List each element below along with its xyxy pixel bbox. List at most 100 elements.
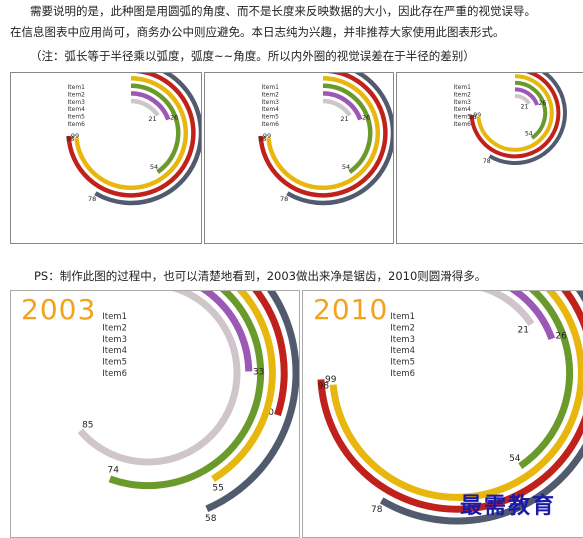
legend-item3: Item3: [454, 99, 472, 106]
data-label-item3: 98: [258, 135, 266, 143]
legend-item6: Item6: [390, 369, 415, 379]
data-label-item6: 21: [148, 115, 156, 123]
arc-item2: [258, 73, 388, 198]
legend-item5: Item5: [390, 358, 415, 368]
data-label-item1: 78: [483, 158, 491, 165]
legend-item4: Item4: [390, 346, 415, 356]
intro-line-2: 在信息图表中应用尚可，商务办公中则应避免。本日志纯为兴趣，并非推荐大家使用此图表…: [10, 25, 505, 39]
data-label-item4: 54: [342, 163, 350, 171]
arc-item4: [108, 291, 265, 490]
arc-item2: [469, 73, 561, 159]
arc-item3: [74, 75, 189, 190]
arc-item1: [94, 73, 201, 206]
data-label-item6: 85: [82, 420, 93, 430]
data-label-item1: 78: [280, 195, 288, 203]
data-label-item5: 26: [539, 100, 547, 107]
data-label-item1: 78: [371, 505, 383, 515]
legend-item6: Item6: [454, 121, 472, 128]
arc-item1: [286, 73, 393, 206]
legend-item5: Item5: [262, 114, 280, 121]
chart-panel-2003: 58 Item1 40 Item2 55 Item3 74 Item4 33 Item5 85 Ite…: [10, 290, 300, 538]
legend-item4: Item4: [102, 346, 127, 356]
data-label-item6: 21: [517, 326, 528, 336]
legend-item3: Item3: [102, 335, 127, 345]
year-title-2003: 2003: [21, 293, 97, 326]
arc-item3: [211, 291, 276, 483]
legend-item6: Item6: [68, 121, 86, 128]
legend-item1: Item1: [102, 312, 127, 322]
arc-item3: [266, 75, 381, 190]
radial-chart-svg: 78 Item1 99 Item2 98 Item3 54 Item4 26 Item5 21 Ite…: [454, 73, 567, 165]
legend-item2: Item2: [102, 323, 127, 333]
arc-item3: [476, 74, 554, 152]
arc-item3: [329, 291, 583, 501]
legend-item1: Item1: [390, 312, 415, 322]
data-label-item5: 33: [253, 367, 264, 377]
data-label-item6: 21: [340, 115, 348, 123]
arc-item4: [514, 80, 548, 140]
data-label-item4: 74: [107, 466, 119, 476]
arc-item5: [200, 291, 253, 372]
arc-item6: [322, 98, 352, 117]
legend-item4: Item4: [68, 106, 86, 113]
data-label-item1: 58: [205, 514, 217, 524]
legend-item2: Item2: [390, 323, 415, 333]
data-label-item5: 26: [555, 332, 567, 342]
chart-panel-small-1: 78 Item1 99 Item2 98 Item3 54 Item4 26 Item5 21 Ite…: [10, 72, 202, 244]
arc-item6: [130, 98, 160, 117]
legend-item6: Item6: [262, 121, 280, 128]
arc-item5: [514, 87, 540, 106]
legend-item6: Item6: [102, 369, 127, 379]
legend-item4: Item4: [454, 106, 472, 113]
arc-item2: [252, 291, 288, 417]
legend-item2: Item2: [68, 91, 86, 98]
data-label-item3: 98: [469, 114, 477, 121]
data-label-item6: 21: [521, 104, 529, 111]
data-label-item1: 78: [88, 195, 96, 203]
legend-item5: Item5: [102, 358, 127, 368]
arc-item6: [480, 291, 535, 327]
arc-item1: [488, 73, 567, 165]
arc-item5: [130, 91, 171, 121]
chart-panel-2010: 78 Item1 99 Item2 98 Item3 54 Item4 26 Item5 21 Ite…: [302, 290, 583, 538]
legend-item2: Item2: [262, 91, 280, 98]
data-label-item5: 26: [362, 114, 370, 122]
note-line: （注：弧长等于半径乘以弧度，弧度~~角度。所以内外圈的视觉误差在于半径的差别）: [30, 49, 475, 63]
arc-item6: [514, 94, 531, 105]
legend-item5: Item5: [454, 114, 472, 121]
legend-item3: Item3: [68, 99, 86, 106]
radial-chart-svg: 78 Item1 99 Item2 98 Item3 54 Item4 26 Item5 21 Ite…: [258, 73, 393, 206]
arc-item4: [518, 291, 574, 470]
chart-panel-small-2: 78 Item1 99 Item2 98 Item3 54 Item4 26 Item5 21 Ite…: [204, 72, 394, 244]
legend-item1: Item1: [454, 84, 472, 91]
legend-item3: Item3: [390, 335, 415, 345]
data-label-item4: 54: [150, 163, 158, 171]
radial-chart-svg: 78 Item1 99 Item2 98 Item3 54 Item4 26 Item5 21 Ite…: [317, 291, 583, 525]
legend-item5: Item5: [68, 114, 86, 121]
data-label-item2: 99: [71, 132, 79, 140]
data-label-item4: 54: [509, 454, 521, 464]
arc-item5: [322, 91, 363, 121]
watermark-logo: 最需教育: [460, 493, 557, 519]
legend-item1: Item1: [262, 84, 280, 91]
legend-item2: Item2: [454, 91, 472, 98]
data-label-item2: 99: [263, 132, 271, 140]
arc-item1: [205, 291, 299, 513]
data-label-item4: 54: [525, 130, 533, 137]
arc-item1: [379, 291, 583, 525]
legend-item3: Item3: [262, 99, 280, 106]
arc-item6: [77, 291, 241, 466]
ps-note: PS：制作此图的过程中，也可以清楚地看到，2003做出来净是锯齿，2010则圆滑…: [34, 269, 487, 283]
arc-item4: [322, 83, 373, 174]
data-label-item5: 26: [170, 114, 178, 122]
arc-item4: [130, 83, 181, 174]
intro-line-1: 需要说明的是，此种图是用圆弧的角度、而不是长度来反映数据的大小，因此存在严重的视…: [30, 4, 536, 18]
arc-item2: [66, 73, 196, 198]
chart-panel-small-3: 78 Item1 99 Item2 98 Item3 54 Item4 26 Item5 21 Ite…: [396, 72, 583, 244]
legend-item1: Item1: [68, 84, 86, 91]
data-label-item2: 99: [473, 112, 481, 119]
year-title-2010: 2010: [313, 293, 389, 326]
data-label-item2: 99: [325, 375, 337, 385]
data-label-item3: 55: [212, 483, 223, 493]
data-label-item3: 98: [318, 382, 330, 392]
